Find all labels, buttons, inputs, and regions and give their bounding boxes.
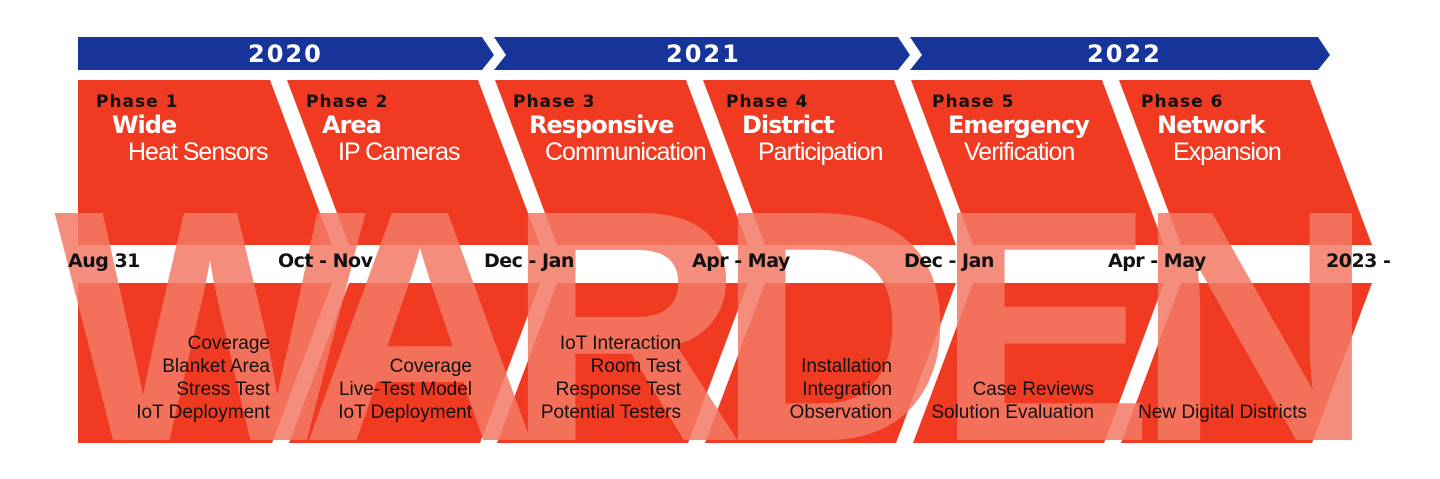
list-item: New Digital Districts <box>1138 402 1307 423</box>
phase-5-title: Phase 5 Emergency Verification <box>932 92 1090 166</box>
phase-6-items: New Digital Districts <box>1138 401 1307 424</box>
phase-6-subtitle: Expansion <box>1173 138 1282 166</box>
phase-1-top-shape <box>78 80 332 245</box>
phase-2-number: Phase 2 <box>306 92 389 112</box>
date-label-6: Apr - May <box>1108 250 1206 272</box>
list-item: IoT Deployment <box>136 402 270 423</box>
phase-6-top-shape <box>1119 80 1372 245</box>
phase-3-number: Phase 3 <box>513 92 596 112</box>
phase-1-number: Phase 1 <box>96 92 179 112</box>
watermark-letter-e: E <box>935 141 1155 479</box>
phase-6-bottom-shape <box>1121 283 1372 443</box>
watermark-letter-d: D <box>716 141 954 479</box>
phase-3-top-shape <box>495 80 748 245</box>
phase-4-keyword: District <box>742 111 835 139</box>
year-band-2021 <box>494 37 910 70</box>
phase-1-bottom-shape <box>78 283 332 443</box>
phase-3-keyword: Responsive <box>529 111 674 139</box>
list-item: IoT Interaction <box>559 333 681 354</box>
phase-2-keyword: Area <box>322 111 382 139</box>
watermark-letter-r: R <box>506 141 744 479</box>
list-item: Stress Test <box>176 379 270 400</box>
list-item: Response Test <box>555 379 681 400</box>
date-label-2: Oct - Nov <box>278 250 373 272</box>
date-label-7: 2023 - <box>1326 250 1391 272</box>
phase-3-bottom-shape <box>497 283 748 443</box>
list-item: Integration <box>802 379 892 400</box>
list-item: Solution Evaluation <box>931 402 1094 423</box>
watermark-letter-n: N <box>1136 141 1374 479</box>
phase-4-number: Phase 4 <box>726 92 809 112</box>
watermark-letter-w: W <box>54 141 369 479</box>
phase-5-keyword: Emergency <box>948 111 1090 139</box>
phase-5-items: Case Reviews Solution Evaluation <box>931 378 1094 424</box>
list-item: Potential Testers <box>540 402 681 423</box>
phase-5-bottom-shape <box>913 283 1164 443</box>
list-item: Observation <box>789 402 892 423</box>
phase-6-keyword: Network <box>1157 111 1265 139</box>
list-item: Coverage <box>389 356 472 377</box>
phase-5-subtitle: Verification <box>964 138 1075 166</box>
phase-4-top-shape <box>703 80 956 245</box>
date-label-1: Aug 31 <box>68 250 140 272</box>
phase-1-title: Phase 1 Wide Heat Sensors <box>96 92 268 166</box>
year-label-2022: 2022 <box>1087 40 1162 68</box>
list-item: Live-Test Model <box>338 379 472 400</box>
year-label-2021: 2021 <box>666 40 741 68</box>
phase-1-keyword: Wide <box>112 111 177 139</box>
year-band-2020 <box>78 37 494 70</box>
phase-2-title: Phase 2 Area IP Cameras <box>306 92 461 166</box>
phase-2-bottom-shape <box>289 283 540 443</box>
phase-5-top-shape <box>911 80 1164 245</box>
phase-3-items: IoT Interaction Room Test Response Test … <box>541 332 681 424</box>
phase-4-bottom-shape <box>705 283 956 443</box>
phase-1-subtitle: Heat Sensors <box>128 138 268 166</box>
phase-2-subtitle: IP Cameras <box>338 138 461 166</box>
list-item: Room Test <box>590 356 681 377</box>
year-band-2022 <box>910 37 1330 70</box>
date-label-5: Dec - Jan <box>904 250 994 272</box>
date-label-4: Apr - May <box>692 250 790 272</box>
year-label-2020: 2020 <box>248 40 323 68</box>
phase-6-number: Phase 6 <box>1141 92 1224 112</box>
phase-3-subtitle: Communication <box>545 138 707 166</box>
list-item: Case Reviews <box>972 379 1094 400</box>
list-item: Blanket Area <box>162 356 270 377</box>
phase-4-title: Phase 4 District Participation <box>726 92 884 166</box>
phase-6-title: Phase 6 Network Expansion <box>1141 92 1282 166</box>
watermark-letter-a: A <box>301 141 539 479</box>
phase-2-top-shape <box>287 80 540 245</box>
phase-1-items: Coverage Blanket Area Stress Test IoT De… <box>136 332 270 424</box>
phase-4-subtitle: Participation <box>758 138 884 166</box>
date-label-3: Dec - Jan <box>484 250 574 272</box>
phase-4-items: Installation Integration Observation <box>790 355 892 424</box>
list-item: Coverage <box>187 333 270 354</box>
phase-5-number: Phase 5 <box>932 92 1015 112</box>
list-item: Installation <box>801 356 892 377</box>
phase-2-items: Coverage Live-Test Model IoT Deployment <box>338 355 472 424</box>
phase-3-title: Phase 3 Responsive Communication <box>513 92 707 166</box>
list-item: IoT Deployment <box>338 402 472 423</box>
